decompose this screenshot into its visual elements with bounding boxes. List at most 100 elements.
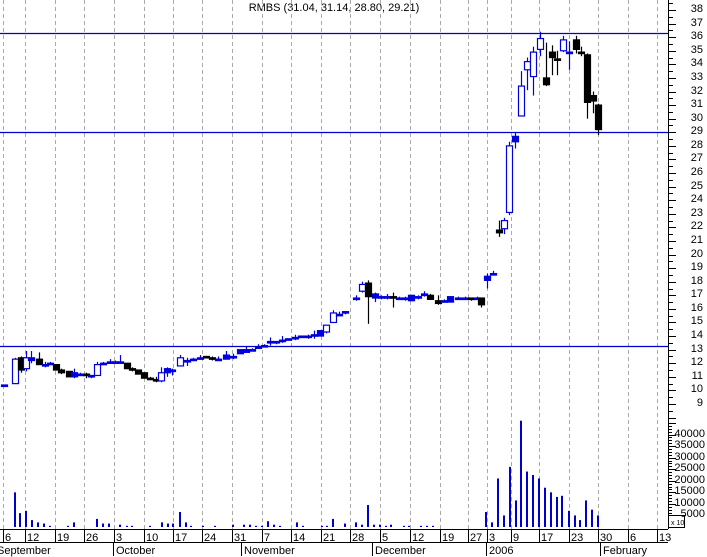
- candle-body: [364, 282, 373, 298]
- volume-bar: [585, 500, 587, 527]
- candle-body: [134, 369, 143, 375]
- volume-unit-label: x 10: [671, 520, 684, 527]
- volume-bar: [544, 487, 546, 527]
- month-label: December: [375, 545, 426, 557]
- candle-body: [316, 330, 325, 337]
- price-tick-label: 15: [690, 315, 703, 328]
- volume-bar: [37, 522, 39, 527]
- price-tick-label: 25: [690, 179, 703, 192]
- candle-body: [572, 39, 581, 50]
- candle-body: [22, 357, 31, 370]
- price-tick-label: 14: [690, 329, 703, 342]
- candle-body: [553, 58, 562, 62]
- candle-body: [11, 358, 20, 385]
- volume-bar: [67, 525, 69, 527]
- price-tick-label: 36: [690, 30, 703, 43]
- candle-body: [495, 229, 504, 234]
- date-tick-label: 23: [571, 532, 584, 544]
- candle-body: [559, 39, 568, 52]
- candle-body: [0, 384, 9, 388]
- price-tick-label: 10: [690, 383, 703, 396]
- volume-bar: [149, 525, 151, 527]
- candle-body: [168, 369, 177, 373]
- candle-body: [189, 358, 198, 362]
- volume-bar: [556, 496, 558, 527]
- month-label: September: [0, 545, 51, 557]
- candle-body: [511, 135, 520, 143]
- candle-body: [41, 363, 50, 367]
- candle-body: [352, 297, 361, 301]
- price-tick-label: 24: [690, 193, 703, 206]
- volume-bar: [485, 511, 487, 527]
- candle-body: [414, 296, 423, 299]
- volume-bar: [568, 510, 570, 527]
- volume-bar: [202, 525, 204, 527]
- volume-bar: [14, 492, 16, 527]
- candle-body: [565, 51, 574, 55]
- date-tick-label: 26: [86, 532, 99, 544]
- volume-bar: [43, 523, 45, 527]
- volume-bar: [102, 523, 104, 527]
- candle-body: [93, 363, 102, 377]
- candle-body: [116, 361, 125, 364]
- candle-body: [446, 296, 455, 303]
- volume-bar: [25, 510, 27, 527]
- date-tick-label: 19: [442, 532, 455, 544]
- price-tick-label: 12: [690, 356, 703, 369]
- month-label: November: [244, 545, 295, 557]
- volume-bar: [491, 522, 493, 527]
- candle-body: [183, 359, 192, 363]
- volume-bar: [408, 525, 410, 527]
- candle-body: [242, 349, 251, 353]
- volume-bar: [108, 523, 110, 527]
- volume-bar: [538, 478, 540, 527]
- date-tick-label: 5: [382, 532, 389, 544]
- date-tick-label: 12: [412, 532, 425, 544]
- date-tick-label: 14: [293, 532, 306, 544]
- candle-body: [377, 296, 386, 299]
- volume-bar: [126, 525, 128, 527]
- volume-bar: [426, 525, 428, 527]
- date-tick-label: 7: [264, 532, 271, 544]
- volume-bar: [119, 524, 121, 527]
- candle-body: [157, 372, 166, 382]
- price-tick-label: 22: [690, 220, 703, 233]
- volume-bar: [520, 420, 522, 527]
- volume-bar: [31, 520, 33, 527]
- date-tick-label: 28: [352, 532, 365, 544]
- candle-body: [467, 297, 476, 301]
- candle-body: [260, 344, 269, 348]
- candle-body: [254, 346, 263, 350]
- candle-body: [542, 77, 551, 86]
- price-tick-label: 16: [690, 301, 703, 314]
- volume-bar: [373, 524, 375, 527]
- candle-body: [208, 357, 217, 360]
- candle-body: [87, 374, 96, 378]
- volume-bar: [355, 522, 357, 527]
- candle-body: [489, 272, 498, 276]
- candle-body: [70, 372, 79, 378]
- candle-body: [99, 362, 108, 366]
- candle-body: [517, 85, 526, 117]
- price-tick-label: 28: [690, 138, 703, 151]
- candle-body: [577, 51, 586, 55]
- volume-bar: [367, 505, 369, 527]
- volume-bar: [526, 471, 528, 527]
- volume-bar: [385, 525, 387, 527]
- volume-bar: [579, 520, 581, 527]
- volume-bar: [515, 500, 517, 527]
- price-tick-label: 23: [690, 206, 703, 219]
- price-tick-label: 33: [690, 70, 703, 83]
- volume-bar: [261, 525, 263, 527]
- candle-body: [140, 372, 149, 379]
- candle-body: [57, 369, 66, 374]
- volume-bar: [279, 525, 281, 527]
- candle-body: [434, 300, 443, 305]
- candle-body: [454, 297, 463, 301]
- volume-bar: [179, 511, 181, 527]
- volume-bar: [497, 478, 499, 527]
- volume-unit-box: [668, 515, 685, 528]
- volume-bar: [379, 524, 381, 527]
- volume-bar: [214, 525, 216, 527]
